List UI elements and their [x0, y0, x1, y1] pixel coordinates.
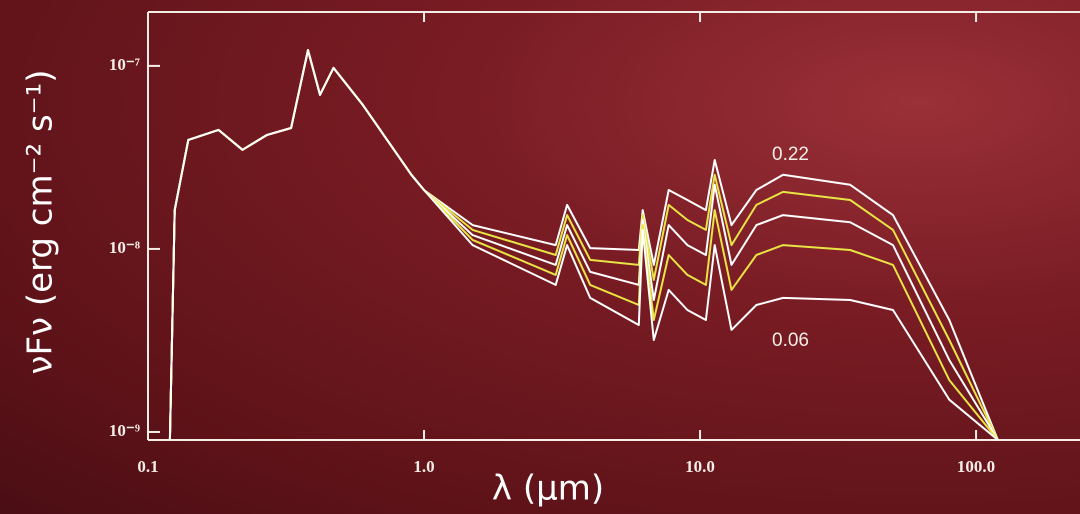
x-tick-label: 0.1: [137, 457, 158, 476]
x-tick-label: 100.0: [957, 457, 995, 476]
series-line: [168, 49, 999, 441]
x-tick-label: 1.0: [413, 457, 434, 476]
x-axis-label: λ (μm): [492, 469, 604, 509]
annotation: 0.22: [772, 144, 809, 165]
series-line: [168, 49, 999, 441]
y-axis-label: νFν (erg cm⁻² s⁻¹): [21, 69, 61, 374]
series-line: [168, 49, 999, 441]
series-line: [168, 49, 999, 441]
annotation: 0.06: [772, 330, 809, 351]
y-tick-label: 10⁻⁷: [109, 55, 140, 74]
x-tick-label: 10.0: [685, 457, 715, 476]
series-line: [168, 49, 999, 441]
y-tick-label: 10⁻⁹: [109, 421, 140, 440]
y-tick-label: 10⁻⁸: [109, 238, 140, 257]
